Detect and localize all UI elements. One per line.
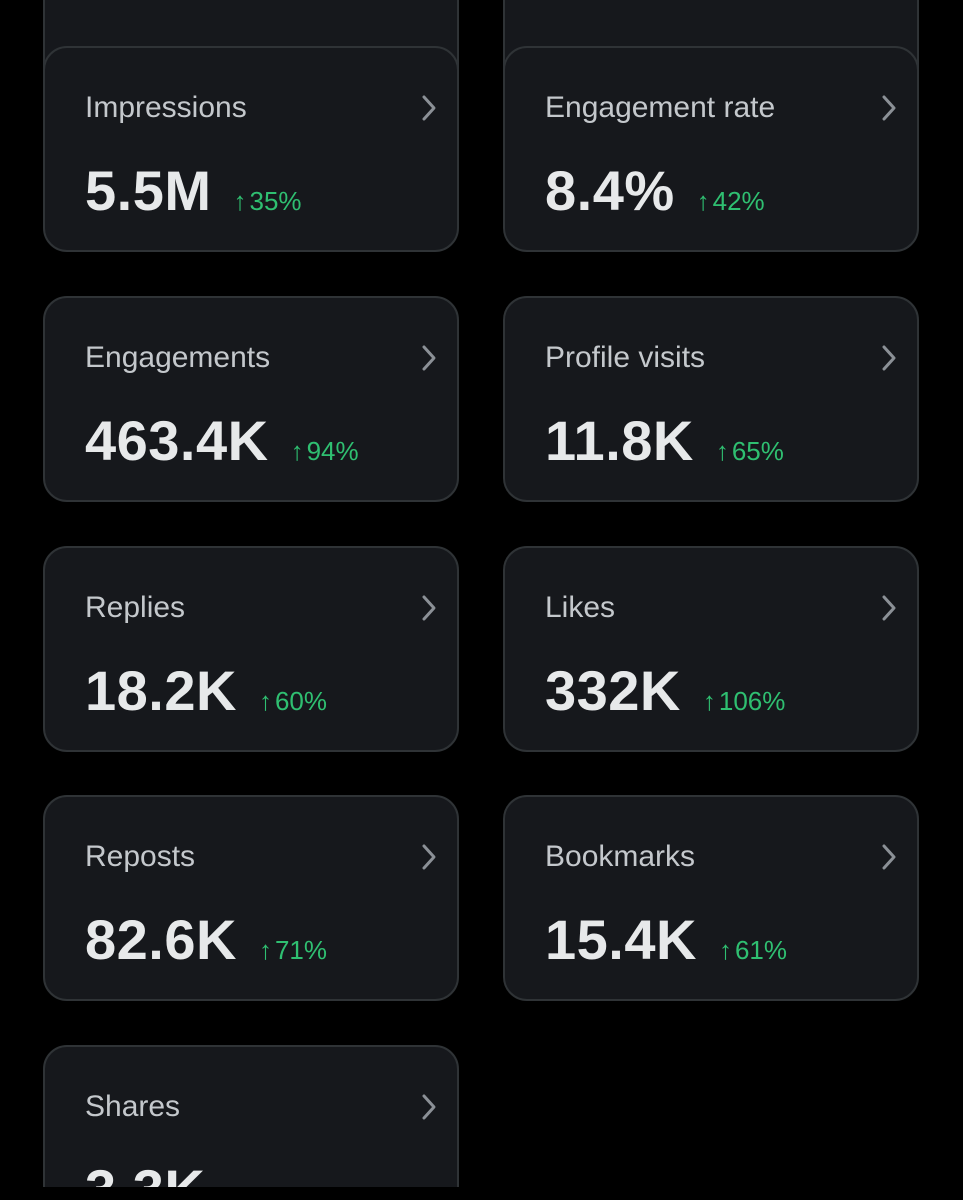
metric-value: 15.4K [545,908,697,971]
metric-label: Engagement rate [545,91,776,124]
metric-label: Engagements [85,341,271,374]
chevron-right-icon [419,593,439,623]
metric-change: ↑ 71% [259,935,327,965]
metric-label: Reposts [85,840,196,873]
arrow-up-icon: ↑ [258,935,272,965]
chevron-right-icon [419,842,439,872]
metric-value-row: 82.6K ↑ 71% [85,909,327,971]
metric-label: Replies [85,591,186,624]
metric-label: Impressions [85,91,247,124]
arrow-up-icon: ↑ [233,186,247,216]
metric-label: Shares [85,1090,181,1123]
chevron-right-icon [879,593,899,623]
metric-card-replies[interactable]: Replies 18.2K ↑ 60% [43,546,459,752]
metric-card-reposts[interactable]: Reposts 82.6K ↑ 71% [43,795,459,1001]
metric-value-row: 11.8K ↑ 65% [545,410,784,472]
metric-change-value: 94% [306,436,359,466]
metric-change-value: 42% [712,186,765,216]
metric-change-value: 106% [718,686,786,716]
metric-label: Likes [545,591,616,624]
metric-change-value: 65% [731,436,784,466]
metric-value: 11.8K [545,409,694,472]
metric-value: 463.4K [85,409,269,472]
metric-value: 18.2K [85,659,237,722]
metric-card-likes[interactable]: Likes 332K ↑ 106% [503,546,919,752]
arrow-up-icon: ↑ [718,935,732,965]
metric-card-profile-visits[interactable]: Profile visits 11.8K ↑ 65% [503,296,919,502]
chevron-right-icon [419,1092,439,1122]
metric-card-engagement-rate[interactable]: Engagement rate 8.4% ↑ 42% [503,46,919,252]
metric-change-value: 61% [734,935,787,965]
arrow-up-icon: ↑ [715,436,729,466]
metric-value: 82.6K [85,908,237,971]
arrow-up-icon: ↑ [290,436,304,466]
metric-value-row: 8.4% ↑ 42% [545,160,765,222]
chevron-right-icon [879,343,899,373]
metric-label: Bookmarks [545,840,696,873]
metric-card-shares[interactable]: Shares 3.3K [43,1045,459,1187]
arrow-up-icon: ↑ [696,186,710,216]
metric-value: 5.5M [85,159,212,222]
metric-change: ↑ 35% [234,186,302,216]
metric-change: ↑ 65% [716,436,784,466]
metric-change-value: 60% [274,686,327,716]
metric-value-row: 3.3K [85,1159,205,1188]
metric-change-value: 71% [274,935,327,965]
metric-value-row: 15.4K ↑ 61% [545,909,787,971]
arrow-up-icon: ↑ [702,686,716,716]
metric-change: ↑ 42% [697,186,765,216]
metric-value: 3.3K [85,1159,205,1188]
metric-value-row: 463.4K ↑ 94% [85,410,359,472]
chevron-right-icon [879,93,899,123]
metric-value-row: 5.5M ↑ 35% [85,160,302,222]
metric-value: 332K [545,659,681,722]
chevron-right-icon [419,343,439,373]
metric-value-row: 18.2K ↑ 60% [85,660,327,722]
metric-value-row: 332K ↑ 106% [545,660,785,722]
metric-change-value: 35% [249,186,302,216]
chevron-right-icon [879,842,899,872]
metric-change: ↑ 106% [703,686,786,716]
metric-card-engagements[interactable]: Engagements 463.4K ↑ 94% [43,296,459,502]
metric-change: ↑ 94% [291,436,359,466]
arrow-up-icon: ↑ [258,686,272,716]
metric-value: 8.4% [545,159,675,222]
metric-label: Profile visits [545,341,706,374]
metric-card-bookmarks[interactable]: Bookmarks 15.4K ↑ 61% [503,795,919,1001]
chevron-right-icon [419,93,439,123]
metric-change: ↑ 61% [719,935,787,965]
metric-change: ↑ 60% [259,686,327,716]
metric-card-impressions[interactable]: Impressions 5.5M ↑ 35% [43,46,459,252]
